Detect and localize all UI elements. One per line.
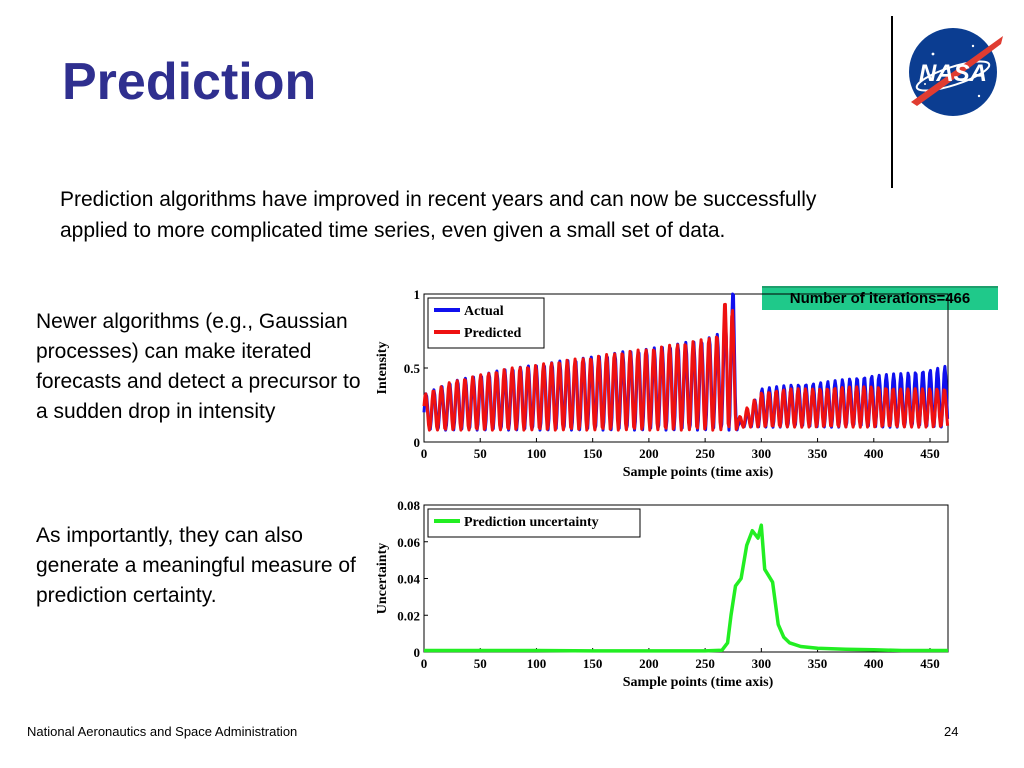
- x-tick-label: 350: [808, 446, 828, 461]
- x-tick-label: 250: [695, 656, 715, 671]
- y-axis-label: Intensity: [375, 342, 390, 395]
- y-axis-label: Uncertainty: [375, 543, 390, 615]
- legend-label: Predicted: [464, 326, 521, 341]
- x-tick-label: 200: [639, 656, 659, 671]
- x-tick-label: 400: [864, 656, 884, 671]
- page-number: 24: [944, 724, 959, 739]
- x-tick-label: 300: [752, 446, 772, 461]
- series-line-1: [424, 523, 948, 653]
- x-axis-label: Sample points (time axis): [623, 675, 774, 690]
- x-tick-label: 300: [752, 656, 772, 671]
- x-tick-label: 400: [864, 446, 884, 461]
- page-title: Prediction: [62, 53, 317, 111]
- y-tick-label: 0: [414, 645, 421, 660]
- legend-box: [427, 297, 545, 349]
- footer-organization: National Aeronautics and Space Administr…: [27, 724, 298, 739]
- y-tick-label: 0.02: [397, 608, 420, 623]
- x-tick-label: 50: [474, 656, 487, 671]
- series-line-2: [422, 302, 950, 432]
- legend-label: Prediction uncertainty: [464, 515, 599, 530]
- x-tick-label: 150: [583, 446, 603, 461]
- legend-box: [427, 508, 641, 538]
- nasa-logo-text: NASA: [919, 60, 987, 87]
- legend: Actual Predicted: [427, 297, 545, 349]
- y-tick-label: 1: [414, 287, 421, 302]
- x-tick-label: 350: [808, 656, 828, 671]
- x-tick-label: 50: [474, 446, 487, 461]
- intro-paragraph: Prediction algorithms have improved in r…: [60, 188, 817, 242]
- x-tick-label: 100: [527, 446, 547, 461]
- x-tick-label: 0: [421, 656, 428, 671]
- y-tick-label: 0: [414, 435, 421, 450]
- nasa-logo-icon: NASA: [909, 28, 1003, 116]
- x-tick-label: 0: [421, 446, 428, 461]
- x-axis-label: Sample points (time axis): [623, 465, 774, 480]
- legend-label: Actual: [464, 304, 504, 319]
- chart-2: 0 50 100 150 200 250 300 350 400 450 0 0.02 0.04 0.06…: [375, 498, 949, 690]
- iterations-badge: Number of iterations=466: [762, 286, 998, 310]
- side-text-algorithms: Newer algorithms (e.g., Gaussian process…: [36, 310, 361, 423]
- chart-1: 0 50 100 150 200 250 300 350 400 450 0 0.5 1 Sample p…: [375, 287, 950, 480]
- x-tick-label: 150: [583, 656, 603, 671]
- x-tick-label: 200: [639, 446, 659, 461]
- y-tick-label: 0.5: [404, 361, 421, 376]
- side-text-certainty: As importantly, they can also generate a…: [36, 524, 356, 607]
- y-tick-label: 0.04: [397, 572, 420, 587]
- header-divider: [891, 16, 893, 188]
- y-tick-label: 0.06: [397, 535, 420, 550]
- x-tick-label: 100: [527, 656, 547, 671]
- x-tick-label: 450: [920, 656, 940, 671]
- x-tick-label: 450: [920, 446, 940, 461]
- legend: Prediction uncertainty: [427, 508, 641, 538]
- x-tick-label: 250: [695, 446, 715, 461]
- y-tick-label: 0.08: [397, 498, 420, 513]
